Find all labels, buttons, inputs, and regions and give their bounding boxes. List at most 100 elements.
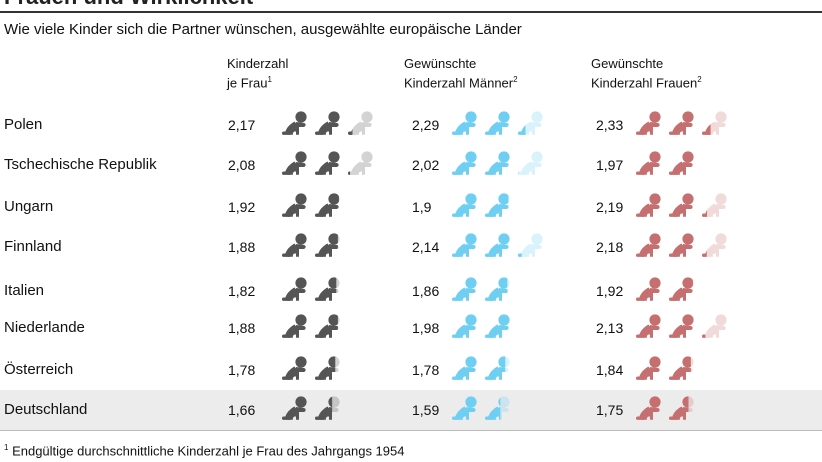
- crawling-baby-icon: [315, 193, 340, 217]
- crawling-baby-icon: [636, 356, 661, 380]
- value-label-kinderzahl: 2,17: [228, 117, 256, 133]
- crawling-baby-icon: [669, 314, 694, 338]
- title-divider: [0, 11, 822, 13]
- footnote-marker: 2: [697, 75, 702, 84]
- crawling-baby-icon: [485, 233, 510, 257]
- crawling-baby-icon: [282, 277, 307, 301]
- crawling-baby-icon: [669, 396, 694, 420]
- footnote-marker: 1: [267, 75, 272, 84]
- crawling-baby-icon: [702, 233, 727, 257]
- column-header-line2: je Frau: [227, 75, 268, 91]
- crawling-baby-icon: [636, 314, 661, 338]
- footer-divider: [0, 430, 822, 431]
- crawling-baby-icon: [315, 233, 340, 257]
- value-label-frauen: 1,75: [596, 402, 624, 418]
- country-label: Italien: [4, 282, 45, 299]
- value-label-frauen: 2,18: [596, 239, 624, 255]
- crawling-baby-icon: [452, 151, 477, 175]
- crawling-baby-icon: [282, 233, 307, 257]
- crawling-baby-icon: [315, 151, 340, 175]
- country-label: Österreich: [4, 361, 74, 378]
- column-header-kinderzahl: Kinderzahl je Frau1: [227, 56, 288, 91]
- crawling-baby-icon: [315, 356, 340, 380]
- value-label-maenner: 2,14: [412, 239, 440, 255]
- crawling-baby-icon: [315, 396, 340, 420]
- column-header-frauen: Gewünschte Kinderzahl Frauen2: [591, 56, 702, 91]
- value-label-maenner: 1,9: [412, 199, 432, 215]
- crawling-baby-icon: [348, 151, 373, 175]
- crawling-baby-icon: [636, 233, 661, 257]
- column-header-maenner: Gewünschte Kinderzahl Männer2: [404, 56, 518, 91]
- crawling-baby-icon: [485, 277, 510, 301]
- crawling-baby-icon: [702, 111, 727, 135]
- crawling-baby-icon: [636, 396, 661, 420]
- crawling-baby-icon: [636, 193, 661, 217]
- value-label-kinderzahl: 2,08: [228, 157, 256, 173]
- crawling-baby-icon: [452, 396, 477, 420]
- crawling-baby-icon: [282, 314, 307, 338]
- crawling-baby-icon: [669, 193, 694, 217]
- value-label-maenner: 1,78: [412, 362, 440, 378]
- value-label-maenner: 2,29: [412, 117, 440, 133]
- value-label-kinderzahl: 1,88: [228, 320, 256, 336]
- column-header-line1: Gewünschte: [591, 56, 664, 71]
- crawling-baby-icon: [669, 233, 694, 257]
- value-label-frauen: 1,92: [596, 283, 624, 299]
- column-header-line2: Kinderzahl Männer: [404, 75, 514, 91]
- column-header-line2: Kinderzahl Frauen: [591, 75, 698, 91]
- country-label: Finnland: [4, 238, 62, 255]
- crawling-baby-icon: [485, 111, 510, 135]
- chart-subtitle: Wie viele Kinder sich die Partner wünsch…: [4, 21, 522, 38]
- page-title: Frauen und Wirklichkeit: [4, 0, 253, 10]
- crawling-baby-icon: [518, 151, 543, 175]
- value-label-frauen: 2,19: [596, 199, 624, 215]
- value-label-maenner: 1,98: [412, 320, 440, 336]
- crawling-baby-icon: [485, 356, 510, 380]
- crawling-baby-icon: [315, 277, 340, 301]
- footnote-marker: 1: [4, 443, 9, 452]
- crawling-baby-icon: [636, 111, 661, 135]
- crawling-baby-icon: [518, 233, 543, 257]
- value-label-kinderzahl: 1,82: [228, 283, 256, 299]
- crawling-baby-icon: [452, 193, 477, 217]
- country-label: Polen: [4, 116, 43, 133]
- crawling-baby-icon: [485, 314, 510, 338]
- value-label-kinderzahl: 1,66: [228, 402, 256, 418]
- value-label-frauen: 2,33: [596, 117, 624, 133]
- crawling-baby-icon: [452, 233, 477, 257]
- crawling-baby-icon: [702, 314, 727, 338]
- crawling-baby-icon: [518, 111, 543, 135]
- value-label-frauen: 1,84: [596, 362, 624, 378]
- crawling-baby-icon: [315, 111, 340, 135]
- crawling-baby-icon: [669, 356, 694, 380]
- crawling-baby-icon: [282, 111, 307, 135]
- crawling-baby-icon: [348, 111, 373, 135]
- crawling-baby-icon: [282, 151, 307, 175]
- country-label: Niederlande: [4, 319, 85, 336]
- crawling-baby-icon: [282, 193, 307, 217]
- value-label-frauen: 2,13: [596, 320, 624, 336]
- column-header-line1: Gewünschte: [404, 56, 477, 71]
- value-label-frauen: 1,97: [596, 157, 624, 173]
- crawling-baby-icon: [452, 314, 477, 338]
- value-label-kinderzahl: 1,88: [228, 239, 256, 255]
- crawling-baby-icon: [485, 193, 510, 217]
- column-header-line1: Kinderzahl: [227, 56, 289, 71]
- crawling-baby-icon: [702, 193, 727, 217]
- country-label: Ungarn: [4, 198, 54, 215]
- value-label-kinderzahl: 1,92: [228, 199, 256, 215]
- crawling-baby-icon: [485, 151, 510, 175]
- value-label-maenner: 1,59: [412, 402, 440, 418]
- value-label-kinderzahl: 1,78: [228, 362, 256, 378]
- footnote-text: Endgültige durchschnittliche Kinderzahl …: [8, 443, 405, 459]
- crawling-baby-icon: [315, 314, 340, 338]
- crawling-baby-icon: [669, 277, 694, 301]
- crawling-baby-icon: [636, 277, 661, 301]
- country-label: Tschechische Republik: [4, 156, 157, 173]
- crawling-baby-icon: [452, 277, 477, 301]
- crawling-baby-icon: [636, 151, 661, 175]
- crawling-baby-icon: [452, 111, 477, 135]
- crawling-baby-icon: [282, 356, 307, 380]
- footnote-marker: 2: [513, 75, 518, 84]
